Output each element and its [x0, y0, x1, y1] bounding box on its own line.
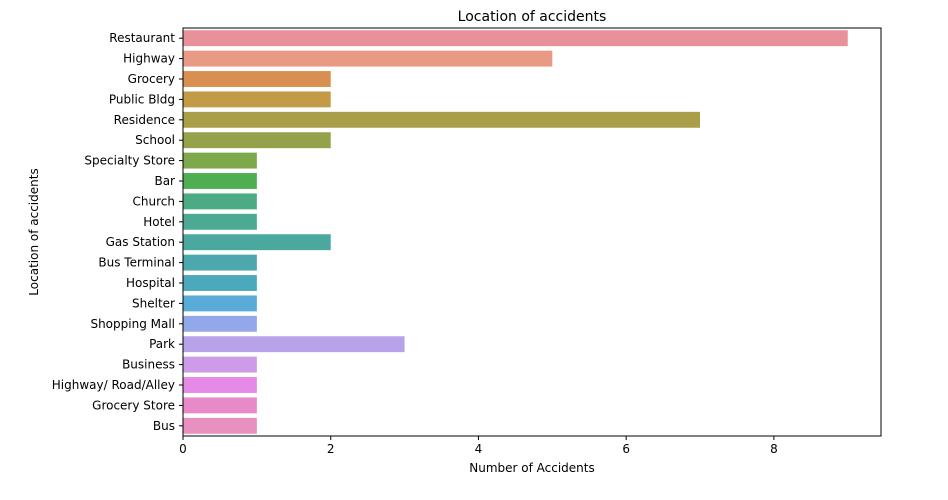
bar	[183, 417, 257, 434]
bar	[183, 254, 257, 271]
bar	[183, 315, 257, 332]
y-tick-label: Grocery	[128, 72, 175, 86]
bar	[183, 173, 257, 189]
bar	[183, 356, 257, 373]
x-tick-label: 4	[475, 442, 483, 456]
y-tick-label: Business	[122, 358, 175, 372]
y-tick-label: Highway/ Road/Alley	[52, 378, 175, 392]
y-tick-label: Grocery Store	[92, 398, 175, 412]
y-tick-label: School	[135, 133, 175, 147]
bar	[183, 213, 257, 230]
chart-title: Location of accidents	[458, 9, 607, 25]
x-tick-label: 0	[179, 442, 187, 456]
x-axis-label: Number of Accidents	[469, 461, 595, 475]
bar	[183, 397, 257, 414]
y-axis-label: Location of accidents	[27, 168, 41, 295]
x-tick-label: 6	[622, 442, 630, 456]
y-tick-label: Bus Terminal	[98, 256, 175, 270]
y-tick-label: Church	[133, 194, 175, 208]
bar	[183, 295, 257, 312]
y-tick-label: Hotel	[143, 215, 175, 229]
y-tick-label: Gas Station	[106, 235, 175, 249]
bar	[183, 111, 701, 128]
bar	[183, 234, 331, 251]
y-tick-label: Specialty Store	[84, 154, 175, 168]
y-tick-label: Residence	[114, 113, 175, 127]
y-tick-label: Bus	[153, 419, 175, 433]
bar	[183, 275, 257, 291]
y-tick-label: Shopping Mall	[90, 317, 175, 331]
bar	[183, 71, 331, 87]
bar	[183, 152, 257, 169]
y-tick-label: Park	[149, 337, 175, 351]
x-ticks: 0 2 4 6 8	[179, 436, 778, 456]
plot-frame	[182, 27, 882, 437]
y-tick-label: Highway	[123, 52, 175, 66]
y-ticks: Restaurant Highway Grocery Public Bldg Resid…	[52, 31, 183, 433]
x-tick-label: 2	[327, 442, 335, 456]
y-tick-label: Restaurant	[109, 31, 175, 45]
y-tick-label: Shelter	[132, 296, 175, 310]
y-tick-label: Bar	[154, 174, 175, 188]
bar	[183, 50, 553, 67]
bar	[183, 377, 257, 393]
bar	[183, 91, 331, 108]
bar	[183, 336, 405, 353]
bar	[183, 193, 257, 210]
bar	[183, 30, 848, 47]
x-tick-label: 8	[770, 442, 778, 456]
y-tick-label: Hospital	[126, 276, 175, 290]
bars-layer	[183, 30, 848, 434]
bar	[183, 132, 331, 149]
y-tick-label: Public Bldg	[109, 92, 175, 106]
